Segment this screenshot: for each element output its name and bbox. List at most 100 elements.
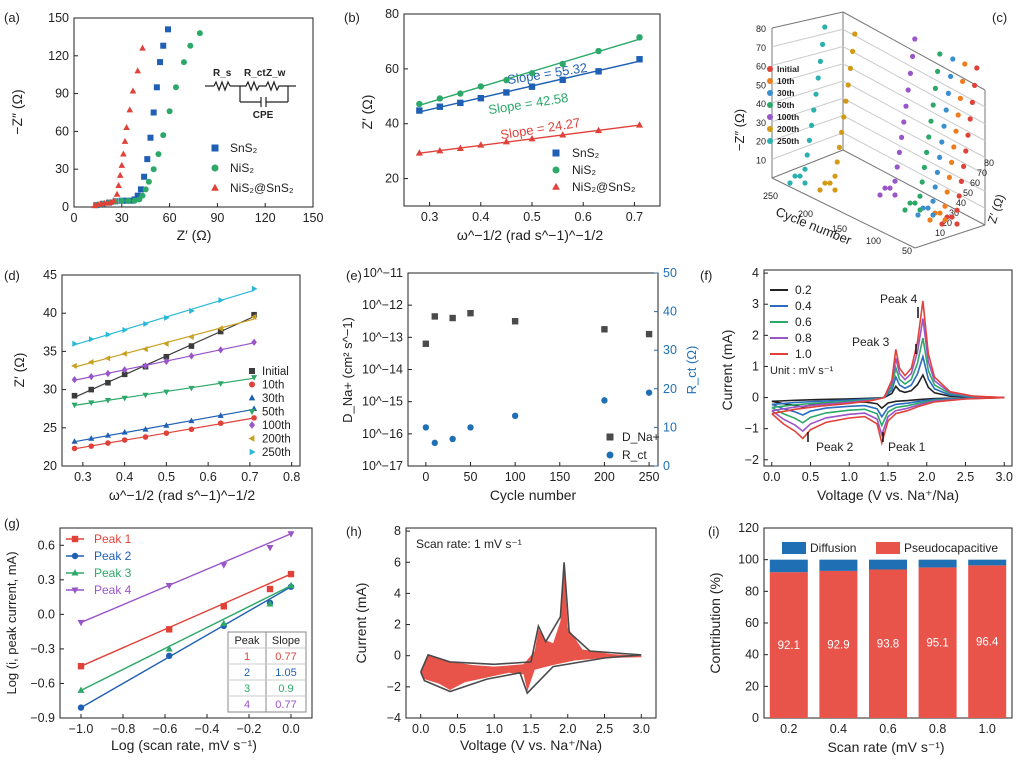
- data-point: [121, 371, 128, 378]
- data-point: [141, 173, 148, 180]
- table-cell: 3: [244, 683, 250, 695]
- data-point: [559, 76, 566, 84]
- data-point: [901, 119, 907, 125]
- legend-entry: NiS₂: [572, 163, 596, 177]
- x-axis-label: ω^−1/2 (rad s^−1)^−1/2: [109, 487, 255, 503]
- slope-table: Peak Slope 1 0.77 2 1.05 3 0.9 4 0.77: [227, 631, 307, 713]
- legend-marker: [211, 144, 219, 152]
- legend-entry: Pseudocapacitive: [904, 541, 998, 555]
- y-tick-label: 60: [756, 62, 766, 72]
- legend-entry: 50th: [262, 407, 284, 419]
- data-point: [172, 84, 179, 91]
- data-point: [926, 134, 932, 140]
- data-point: [287, 581, 295, 589]
- grid-line: [771, 115, 844, 141]
- data-point: [449, 435, 456, 443]
- data-point: [787, 180, 793, 186]
- grid-line: [771, 63, 844, 85]
- fit-line: [80, 586, 292, 709]
- legend-marker: [248, 394, 256, 401]
- y-tick-label: 30: [756, 118, 766, 128]
- legend-entry: 30th: [262, 393, 284, 405]
- x-tick-label: 0: [422, 470, 429, 484]
- x-tick-label: 0.5: [523, 210, 540, 224]
- data-point: [941, 123, 947, 129]
- data-point: [932, 85, 939, 91]
- data-point: [217, 412, 224, 418]
- data-point: [217, 420, 224, 427]
- grid-line: [842, 115, 986, 192]
- data-point: [188, 352, 195, 360]
- legend-marker: [552, 166, 560, 174]
- table-header: Slope: [272, 635, 300, 647]
- y-axis-label: Z′ (Ω): [359, 95, 375, 130]
- data-point: [71, 392, 78, 399]
- y-tick-label: 0: [62, 200, 69, 214]
- x-tick-label: 100: [866, 236, 881, 246]
- frame-edge: [842, 11, 986, 91]
- x-tick-label: 100: [505, 470, 526, 484]
- y-tick-label: 50: [756, 80, 766, 90]
- data-point: [905, 87, 911, 93]
- data-point: [163, 430, 170, 436]
- data-point: [636, 121, 644, 128]
- data-point: [528, 70, 536, 77]
- data-point: [820, 41, 826, 48]
- peak-annotation: Peak 1: [888, 440, 926, 454]
- x-tick-label: 0.4: [472, 210, 489, 224]
- data-point: [164, 314, 170, 321]
- data-point: [797, 173, 803, 179]
- data-point: [436, 95, 444, 102]
- y-tick-label: 80: [385, 7, 399, 21]
- data-point: [511, 412, 519, 420]
- y-tick-label: 20: [43, 459, 57, 473]
- y-tick-label: −0.6: [30, 676, 55, 690]
- legend-entry: 10th: [777, 76, 794, 86]
- data-point: [188, 417, 195, 424]
- data-point: [896, 149, 903, 155]
- data-point: [932, 184, 938, 190]
- table-cell: 1.05: [275, 667, 296, 679]
- data-point: [415, 149, 423, 156]
- data-point: [71, 445, 78, 452]
- data-point: [907, 70, 914, 76]
- x-tick-label: 2.5: [957, 470, 974, 484]
- x-tick-label: 0.7: [241, 470, 258, 484]
- data-point: [457, 90, 464, 97]
- x-tick-label: 0.5: [802, 470, 819, 484]
- y-tick-label: −0.3: [30, 642, 55, 656]
- data-point: [115, 181, 122, 188]
- table-frame: [227, 631, 307, 713]
- data-point: [142, 425, 149, 432]
- data-point: [436, 147, 444, 154]
- data-point: [457, 99, 464, 107]
- data-point: [88, 386, 95, 393]
- legend-title: Unit : mV s⁻¹: [770, 365, 834, 377]
- data-point: [817, 58, 824, 64]
- table-cell: 4: [244, 699, 250, 711]
- data-point: [910, 53, 916, 60]
- y2-tick-label: 20: [663, 382, 677, 396]
- y-tick-label: −2: [745, 453, 759, 467]
- legend-entry: Peak 3: [94, 566, 132, 580]
- fit-line: [80, 573, 292, 667]
- legend-marker: [211, 164, 219, 172]
- fit-line: [419, 124, 640, 154]
- data-point: [71, 438, 78, 444]
- y-axis-label: Contribution (%): [707, 572, 723, 673]
- fit-line: [74, 408, 255, 443]
- x-tick-label: 1.0: [841, 470, 858, 484]
- data-point: [422, 424, 430, 431]
- data-point: [431, 313, 438, 320]
- data-point: [166, 108, 173, 115]
- data-point: [449, 314, 456, 322]
- data-point: [945, 90, 952, 96]
- grid-line: [842, 63, 986, 142]
- legend-entry: 1.0: [795, 347, 812, 361]
- legend-entry: 200th: [777, 124, 799, 134]
- y-tick-label: 6: [394, 555, 401, 569]
- y-tick-label: 120: [48, 49, 69, 63]
- data-point: [188, 343, 195, 349]
- y-tick-label: 80: [756, 24, 766, 34]
